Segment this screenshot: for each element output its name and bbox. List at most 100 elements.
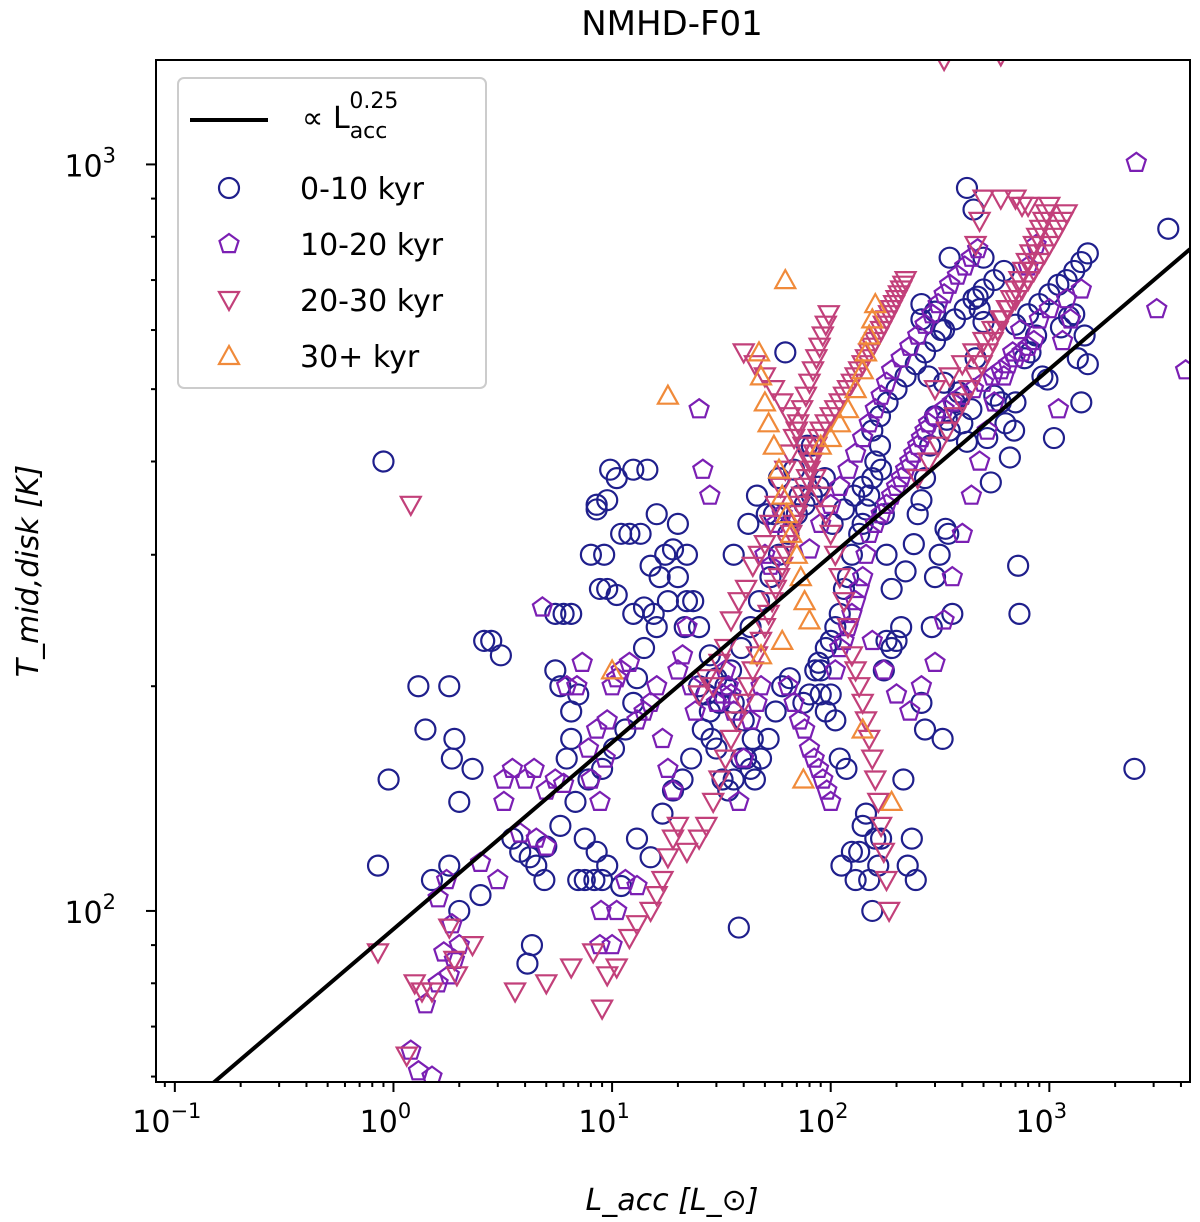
data-point bbox=[719, 729, 743, 752]
data-point bbox=[701, 677, 726, 699]
data-point bbox=[420, 982, 444, 1004]
data-point bbox=[595, 966, 620, 988]
data-point bbox=[564, 790, 587, 813]
data-point bbox=[573, 827, 596, 850]
data-point bbox=[469, 851, 492, 873]
data-point bbox=[707, 770, 732, 792]
data-point bbox=[950, 393, 975, 415]
data-point bbox=[960, 246, 983, 267]
data-point bbox=[1076, 242, 1099, 265]
data-point bbox=[863, 770, 888, 792]
data-point bbox=[737, 512, 760, 535]
data-point bbox=[489, 644, 512, 667]
legend-marker bbox=[217, 176, 241, 200]
data-point bbox=[622, 458, 645, 481]
data-point bbox=[487, 868, 509, 890]
data-point bbox=[851, 565, 874, 587]
data-point bbox=[749, 747, 773, 770]
data-point bbox=[870, 502, 892, 524]
data-point bbox=[1009, 318, 1032, 340]
data-point bbox=[923, 380, 947, 402]
x-tick-label: 10−1 bbox=[132, 1099, 201, 1140]
data-point bbox=[885, 683, 908, 704]
data-point bbox=[722, 768, 745, 791]
data-point bbox=[910, 489, 933, 512]
data-point bbox=[906, 503, 929, 526]
data-point bbox=[899, 700, 921, 721]
data-point bbox=[1073, 324, 1096, 347]
data-point bbox=[618, 522, 641, 545]
data-point bbox=[767, 457, 791, 479]
data-point bbox=[629, 522, 652, 545]
data-point bbox=[836, 617, 860, 640]
data-point bbox=[792, 588, 817, 611]
data-point bbox=[790, 400, 814, 422]
data-point bbox=[596, 489, 619, 512]
data-point bbox=[1038, 297, 1061, 319]
data-point bbox=[1010, 280, 1034, 302]
data-point bbox=[774, 341, 797, 364]
data-point bbox=[894, 560, 917, 583]
data-point bbox=[892, 768, 915, 791]
data-point bbox=[873, 659, 895, 680]
data-point bbox=[657, 757, 679, 779]
data-point bbox=[962, 377, 985, 399]
data-point bbox=[819, 629, 842, 653]
data-point bbox=[847, 677, 872, 699]
data-point bbox=[900, 827, 923, 850]
data-point bbox=[778, 667, 801, 690]
data-point bbox=[784, 542, 809, 564]
data-point bbox=[1042, 426, 1066, 450]
data-point bbox=[899, 335, 921, 356]
data-point bbox=[1003, 290, 1028, 312]
data-point bbox=[979, 471, 1002, 494]
data-point bbox=[797, 452, 822, 474]
data-point bbox=[980, 320, 1005, 343]
data-point bbox=[516, 952, 539, 975]
legend-marker bbox=[217, 290, 241, 313]
data-point bbox=[544, 602, 567, 625]
data-point bbox=[666, 566, 689, 589]
data-point bbox=[758, 514, 783, 537]
data-point bbox=[890, 616, 913, 639]
data-point bbox=[797, 608, 822, 630]
data-point bbox=[924, 404, 946, 426]
data-point bbox=[549, 675, 572, 698]
legend-box bbox=[177, 77, 487, 389]
data-point bbox=[666, 816, 690, 839]
data-point bbox=[804, 659, 827, 682]
data-point bbox=[525, 827, 548, 848]
data-point bbox=[762, 380, 786, 402]
data-point bbox=[777, 674, 800, 696]
data-point bbox=[581, 943, 606, 965]
data-point bbox=[671, 643, 694, 665]
data-point bbox=[776, 534, 801, 557]
data-point bbox=[816, 305, 841, 327]
data-point bbox=[656, 848, 680, 870]
data-point bbox=[814, 636, 837, 660]
data-point bbox=[645, 616, 668, 639]
data-point bbox=[835, 757, 858, 780]
data-point bbox=[917, 411, 940, 433]
data-point bbox=[407, 1059, 430, 1081]
data-point bbox=[798, 737, 821, 758]
data-point bbox=[893, 271, 918, 293]
data-point bbox=[787, 495, 812, 518]
legend: ∝ Lacc 0.25 0-10 kyr 10-20 kyr 20-30 kyr 30+… bbox=[177, 77, 487, 389]
data-point bbox=[790, 486, 814, 508]
data-point bbox=[933, 282, 955, 304]
data-point bbox=[784, 421, 809, 443]
data-point bbox=[614, 868, 637, 890]
data-point bbox=[1017, 335, 1039, 356]
data-point bbox=[770, 628, 795, 651]
data-point bbox=[803, 747, 825, 768]
data-point bbox=[639, 846, 662, 869]
data-point bbox=[993, 365, 1015, 386]
data-point bbox=[1076, 353, 1099, 376]
data-point bbox=[933, 609, 955, 630]
data-point bbox=[967, 211, 992, 234]
data-point bbox=[813, 505, 838, 527]
data-point bbox=[440, 747, 463, 770]
data-point bbox=[740, 556, 765, 579]
data-point bbox=[625, 915, 649, 937]
